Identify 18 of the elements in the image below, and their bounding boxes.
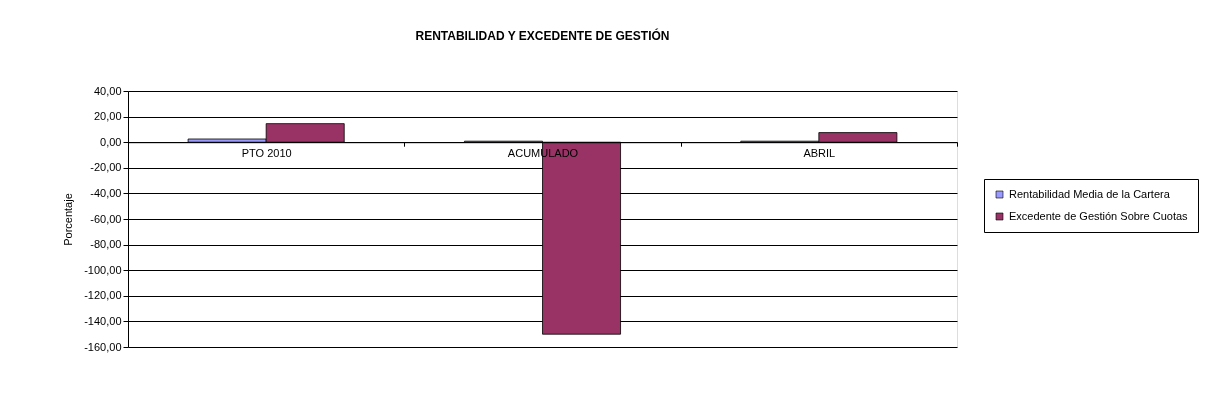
y-axis-title: Porcentaje [62, 193, 75, 246]
y-tick-label: -40,00 [90, 186, 122, 199]
y-tick-label: 20,00 [93, 110, 122, 123]
x-tick-label: ACUMULADO [507, 146, 579, 159]
y-tick-label: -60,00 [90, 212, 122, 225]
y-tick-label: -140,00 [84, 314, 122, 327]
legend-label: Excedente de Gestión Sobre Cuotas [1009, 209, 1189, 222]
y-tick-label: -80,00 [90, 238, 122, 251]
y-tick-label: -20,00 [90, 161, 122, 174]
y-tick-label: -120,00 [84, 289, 122, 302]
x-tick-label: PTO 2010 [241, 146, 292, 159]
y-tick-label: -100,00 [84, 263, 122, 276]
y-tick-label: 0,00 [100, 135, 122, 148]
y-tick-label: -160,00 [84, 340, 122, 353]
chart-title: RENTABILIDAD Y EXCEDENTE DE GESTIÓN [415, 28, 670, 43]
y-tick-label: 40,00 [93, 84, 122, 97]
legend-label: Rentabilidad Media de la Cartera [1009, 187, 1171, 200]
x-tick-label: ABRIL [803, 146, 836, 159]
